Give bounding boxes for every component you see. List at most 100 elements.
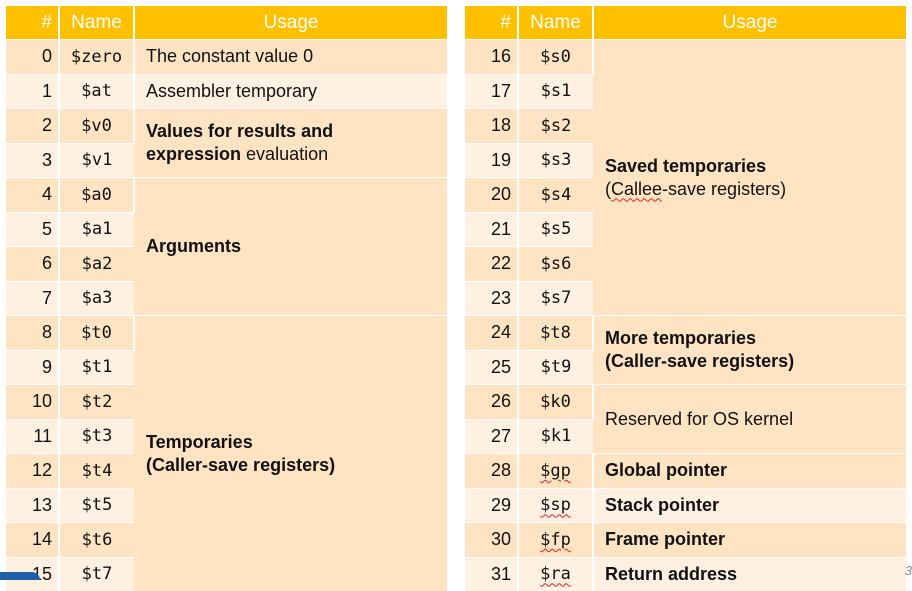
register-number: 6 xyxy=(6,247,59,282)
table-header-row: # Name Usage xyxy=(465,6,906,40)
register-number: 20 xyxy=(465,178,518,213)
register-name: $t6 xyxy=(59,523,134,558)
register-number: 4 xyxy=(6,178,59,213)
usage-gp: Global pointer xyxy=(593,454,906,489)
header-usage: Usage xyxy=(134,6,447,40)
register-number: 16 xyxy=(465,40,518,75)
register-name: $k1 xyxy=(518,419,593,454)
table-row: 4 $a0 Arguments xyxy=(6,178,447,213)
table-row: 29 $sp Stack pointer xyxy=(465,488,906,523)
usage-arguments-label: Arguments xyxy=(146,236,241,256)
register-number: 13 xyxy=(6,488,59,523)
register-name: $t3 xyxy=(59,419,134,454)
register-name: $t0 xyxy=(59,316,134,351)
register-name: $sp xyxy=(518,488,593,523)
usage-fp-label: Frame pointer xyxy=(605,529,725,549)
register-name: $a3 xyxy=(59,281,134,316)
register-number: 28 xyxy=(465,454,518,489)
register-number: 30 xyxy=(465,523,518,558)
table-row: 0 $zero The constant value 0 xyxy=(6,40,447,75)
usage-kernel: Reserved for OS kernel xyxy=(593,385,906,454)
register-table-right: # Name Usage 16 $s0 Saved temporaries(Ca… xyxy=(465,6,906,591)
register-name: $fp xyxy=(518,523,593,558)
usage-temporaries-line1: Temporaries xyxy=(146,432,253,452)
register-number: 22 xyxy=(465,247,518,282)
register-number: 11 xyxy=(6,419,59,454)
usage-values-line1: Values for results and xyxy=(146,121,333,141)
header-num: # xyxy=(465,6,518,40)
register-name: $s1 xyxy=(518,74,593,109)
register-name: $s5 xyxy=(518,212,593,247)
usage-gp-label: Global pointer xyxy=(605,460,727,480)
usage-more-line2: (Caller-save registers) xyxy=(605,351,794,371)
register-name: $s3 xyxy=(518,143,593,178)
register-name: $k0 xyxy=(518,385,593,420)
usage-temporaries-line2: (Caller-save registers) xyxy=(146,455,335,475)
register-number: 25 xyxy=(465,350,518,385)
register-number: 3 xyxy=(6,143,59,178)
register-name: $t9 xyxy=(518,350,593,385)
table-row: 30 $fp Frame pointer xyxy=(465,523,906,558)
register-number: 31 xyxy=(465,557,518,591)
usage-more-temporaries: More temporaries (Caller-save registers) xyxy=(593,316,906,385)
register-name: $at xyxy=(59,74,134,109)
table-row: 31 $ra Return address xyxy=(465,557,906,591)
table-row: 16 $s0 Saved temporaries(Callee-save reg… xyxy=(465,40,906,75)
usage-ra-label: Return address xyxy=(605,564,737,584)
usage-at: Assembler temporary xyxy=(134,74,447,109)
register-name: $s2 xyxy=(518,109,593,144)
table-header-row: # Name Usage xyxy=(6,6,447,40)
register-name-text: $ra xyxy=(540,564,571,584)
register-name: $s6 xyxy=(518,247,593,282)
register-number: 23 xyxy=(465,281,518,316)
register-name: $t1 xyxy=(59,350,134,385)
register-name: $v1 xyxy=(59,143,134,178)
register-number: 27 xyxy=(465,419,518,454)
register-number: 17 xyxy=(465,74,518,109)
register-number: 7 xyxy=(6,281,59,316)
register-number: 19 xyxy=(465,143,518,178)
usage-sp-label: Stack pointer xyxy=(605,495,719,515)
register-name: $t8 xyxy=(518,316,593,351)
register-number: 21 xyxy=(465,212,518,247)
usage-fp: Frame pointer xyxy=(593,523,906,558)
register-table-left: # Name Usage 0 $zero The constant value … xyxy=(6,6,447,591)
register-name: $a0 xyxy=(59,178,134,213)
usage-temporaries: Temporaries (Caller-save registers) xyxy=(134,316,447,591)
register-number: 2 xyxy=(6,109,59,144)
header-usage: Usage xyxy=(593,6,906,40)
register-name: $v0 xyxy=(59,109,134,144)
register-name: $zero xyxy=(59,40,134,75)
register-number: 24 xyxy=(465,316,518,351)
register-number: 18 xyxy=(465,109,518,144)
register-number: 9 xyxy=(6,350,59,385)
register-name: $gp xyxy=(518,454,593,489)
header-num: # xyxy=(6,6,59,40)
usage-zero: The constant value 0 xyxy=(134,40,447,75)
header-name: Name xyxy=(518,6,593,40)
logo-mark xyxy=(0,572,40,580)
register-name: $a2 xyxy=(59,247,134,282)
usage-ra: Return address xyxy=(593,557,906,591)
table-row: 24 $t8 More temporaries(Caller-save regi… xyxy=(465,316,906,351)
usage-saved-temporaries: Saved temporaries(Callee-save registers) xyxy=(593,40,906,316)
register-name-text: $fp xyxy=(540,530,571,550)
usage-more-line1: More temporaries xyxy=(605,328,756,348)
usage-sp: Stack pointer xyxy=(593,488,906,523)
register-number: 5 xyxy=(6,212,59,247)
register-name: $t2 xyxy=(59,385,134,420)
register-name: $s0 xyxy=(518,40,593,75)
table-row: 8 $t0 Temporaries(Caller-save registers) xyxy=(6,316,447,351)
register-number: 14 xyxy=(6,523,59,558)
register-number: 10 xyxy=(6,385,59,420)
register-number: 29 xyxy=(465,488,518,523)
register-name-text: $gp xyxy=(540,461,571,481)
page-number: 3 xyxy=(905,563,912,578)
register-number: 1 xyxy=(6,74,59,109)
usage-values-line2-bold: expression xyxy=(146,144,241,164)
usage-arguments: Arguments xyxy=(134,178,447,316)
register-number: 8 xyxy=(6,316,59,351)
register-name: $t7 xyxy=(59,557,134,591)
